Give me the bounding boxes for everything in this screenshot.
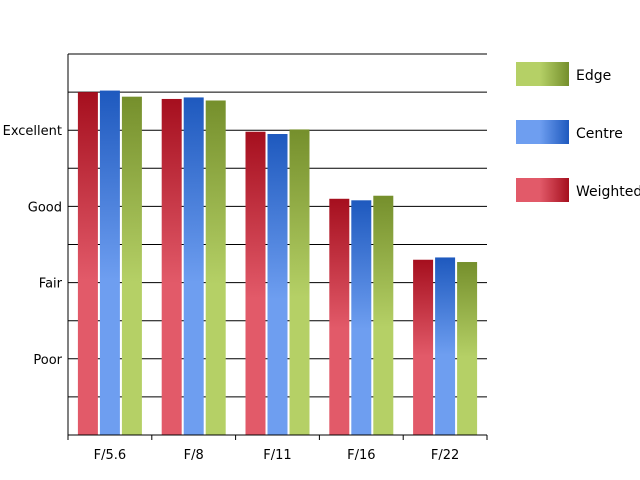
x-tick-label: F/22 <box>431 448 459 463</box>
bar-edge-f-11 <box>289 129 310 436</box>
legend-label-weighted: Weighted <box>576 184 640 200</box>
x-tick-label: F/8 <box>184 448 204 463</box>
bar-weighted-f-8 <box>161 98 182 435</box>
tick-labels: Poor Fair Good Excellent F/5.6 F/8 F/11 F/16 F/2… <box>3 124 460 463</box>
x-tick-label: F/16 <box>347 448 375 463</box>
bar-edge-f-16 <box>373 195 394 435</box>
bar-weighted-f-16 <box>329 198 350 435</box>
legend-swatch-centre <box>516 120 569 144</box>
legend-label-centre: Centre <box>576 126 623 142</box>
y-tick-label: Fair <box>39 277 63 292</box>
bar-centre-f-22 <box>435 257 456 435</box>
legend-label-edge: Edge <box>576 68 611 84</box>
y-tick-label: Poor <box>33 353 62 368</box>
bar-centre-f-11 <box>267 134 288 435</box>
bar-centre-f-16 <box>351 200 372 435</box>
legend: Edge Centre Weighted <box>516 62 640 202</box>
x-tick-label: F/11 <box>263 448 291 463</box>
bar-edge-f-22 <box>457 262 478 435</box>
bar-edge-f-5-6 <box>121 96 142 435</box>
legend-swatch-edge <box>516 62 569 86</box>
bar-edge-f-8 <box>205 100 226 436</box>
legend-swatch-weighted <box>516 178 569 202</box>
x-tick-label: F/5.6 <box>94 448 127 463</box>
bar-weighted-f-11 <box>245 131 266 435</box>
axes <box>67 54 488 440</box>
y-tick-label: Good <box>28 200 62 215</box>
y-tick-label: Excellent <box>3 124 62 139</box>
bars <box>77 90 478 436</box>
bar-centre-f-8 <box>183 97 204 436</box>
bar-weighted-f-22 <box>413 259 434 435</box>
bar-weighted-f-5-6 <box>77 92 98 435</box>
bar-centre-f-5-6 <box>99 90 120 436</box>
